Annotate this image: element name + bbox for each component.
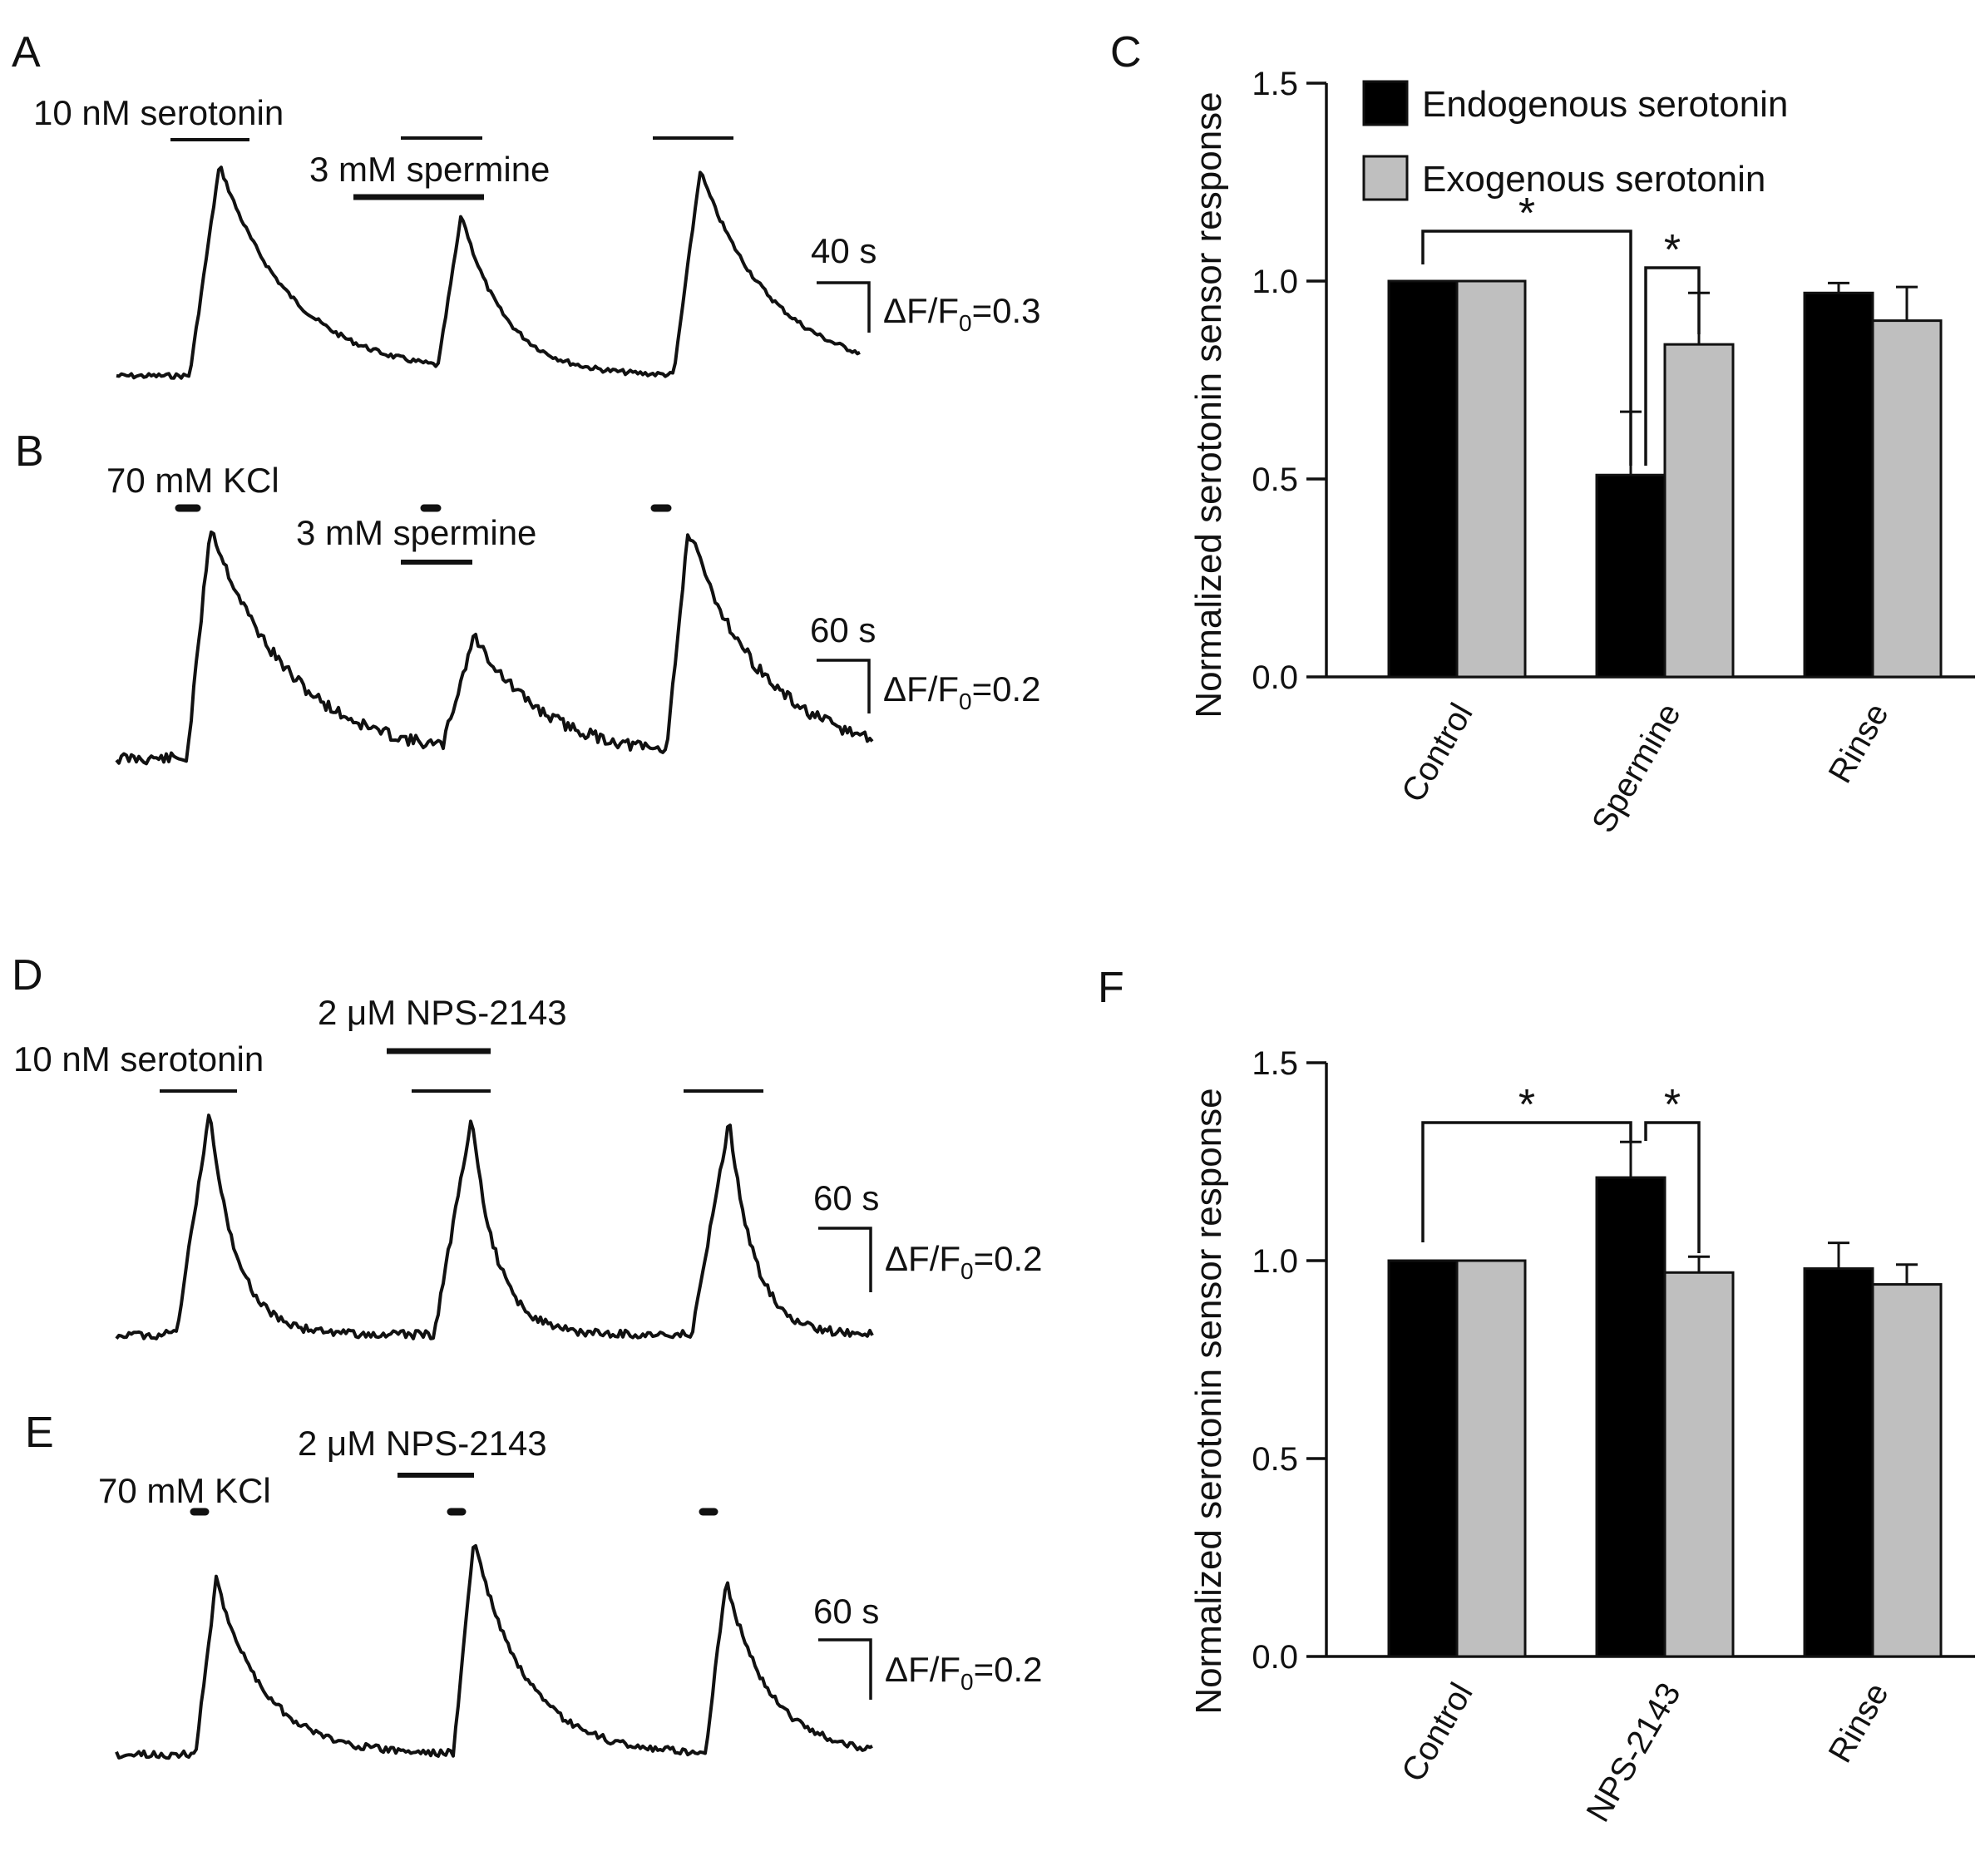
legend-label: Endogenous serotonin — [1422, 84, 1788, 125]
bar-control-exogenous — [1455, 279, 1527, 679]
y-tick-label: 1.0 — [1252, 1243, 1298, 1280]
panel-letter-c: C — [1110, 28, 1142, 77]
bar-rinse-exogenous — [1871, 1283, 1943, 1658]
trace-e-line — [115, 1543, 873, 1760]
legend-swatch — [1362, 155, 1409, 201]
y-axis-title: Normalized serotonin sensor response — [1188, 1088, 1229, 1714]
trace-b-amp-scale: ΔF/F0=0.2 — [883, 669, 1041, 714]
x-category-label: Control — [1395, 1677, 1480, 1789]
trace-a-drug1-label: 10 nM serotonin — [33, 93, 284, 132]
trace-d-drug1-label: 10 nM serotonin — [13, 1039, 264, 1079]
y-tick-label: 0.5 — [1252, 462, 1298, 498]
x-category-label: Rinse — [1822, 1677, 1896, 1770]
significance-bracket-1 — [1421, 1121, 1632, 1242]
y-tick-label: 1.0 — [1252, 264, 1298, 300]
trace-d-time-scale: 60 s — [813, 1178, 879, 1217]
trace-d-scale-bar — [818, 1227, 872, 1292]
trace-e-time-scale: 60 s — [813, 1592, 879, 1631]
y-axis-title: Normalized serotonin sensor response — [1188, 91, 1229, 718]
trace-d-line — [115, 1113, 874, 1340]
significance-bracket-2 — [1644, 266, 1701, 466]
y-tick-label: 1.5 — [1252, 66, 1298, 102]
bar-rinse-endogenous — [1803, 291, 1874, 679]
trace-e-amp-scale: ΔF/F0=0.2 — [885, 1650, 1043, 1695]
trace-e-scale-bar — [818, 1638, 872, 1700]
significance-star-2: * — [1664, 226, 1681, 274]
legend-label: Exogenous serotonin — [1422, 159, 1765, 200]
bar-rinse-exogenous — [1871, 319, 1943, 679]
y-tick-label: 0.5 — [1252, 1441, 1298, 1478]
trace-d-amp-scale: ΔF/F0=0.2 — [885, 1239, 1043, 1284]
trace-e-drug1-label: 70 mM KCl — [98, 1471, 271, 1510]
trace-e-drug2-label: 2 μM NPS-2143 — [298, 1424, 547, 1463]
panel-letter-d: D — [12, 951, 43, 1000]
x-category-label: NPS-2143 — [1579, 1677, 1687, 1829]
bar-rinse-endogenous — [1803, 1267, 1874, 1658]
panel-letter-b: B — [15, 427, 44, 476]
bar-control-endogenous — [1387, 279, 1459, 679]
significance-star-1: * — [1518, 190, 1535, 238]
trace-b-drug1-label: 70 mM KCl — [106, 461, 279, 500]
trace-b-drug2-label: 3 mM spermine — [296, 513, 536, 552]
bar-nps-2143-exogenous — [1663, 1271, 1735, 1658]
bar-nps-2143-endogenous — [1595, 1176, 1667, 1658]
significance-bracket-1 — [1421, 230, 1632, 466]
significance-bracket-2 — [1644, 1121, 1701, 1253]
trace-d-drug2-label: 2 μM NPS-2143 — [318, 993, 567, 1032]
chart-f: 0.0 0.5 1.0 1.5 Normalized serotonin sensor … — [1188, 1045, 1975, 1828]
bar-control-endogenous — [1387, 1259, 1459, 1658]
trace-a-drug2-label: 3 mM spermine — [309, 150, 550, 189]
y-tick-label: 1.5 — [1252, 1045, 1298, 1082]
trace-a-line — [116, 165, 861, 380]
y-tick-label: 0.0 — [1252, 659, 1298, 696]
significance-star-1: * — [1518, 1081, 1535, 1129]
panel-letter-f: F — [1098, 964, 1124, 1012]
panel-letter-e: E — [25, 1409, 54, 1457]
bar-control-exogenous — [1455, 1259, 1527, 1658]
trace-b-scale-bar — [817, 659, 871, 713]
legend-swatch — [1362, 80, 1409, 126]
panel-letter-a: A — [12, 28, 41, 77]
bar-spermine-endogenous — [1595, 473, 1667, 679]
trace-a-amp-scale: ΔF/F0=0.3 — [883, 291, 1041, 336]
trace-b-line — [115, 530, 874, 766]
trace-a-scale-bar — [817, 281, 871, 333]
x-category-label: Spermine — [1585, 698, 1688, 839]
trace-b-time-scale: 60 s — [810, 610, 876, 649]
bar-spermine-exogenous — [1663, 343, 1735, 679]
significance-star-2: * — [1664, 1081, 1681, 1129]
x-category-label: Rinse — [1822, 698, 1896, 790]
chart-c: 0.0 0.5 1.0 1.5 Normalized serotonin sensor … — [1188, 66, 1975, 839]
y-tick-label: 0.0 — [1252, 1639, 1298, 1676]
trace-a-time-scale: 40 s — [811, 231, 876, 270]
x-category-label: Control — [1395, 698, 1480, 809]
